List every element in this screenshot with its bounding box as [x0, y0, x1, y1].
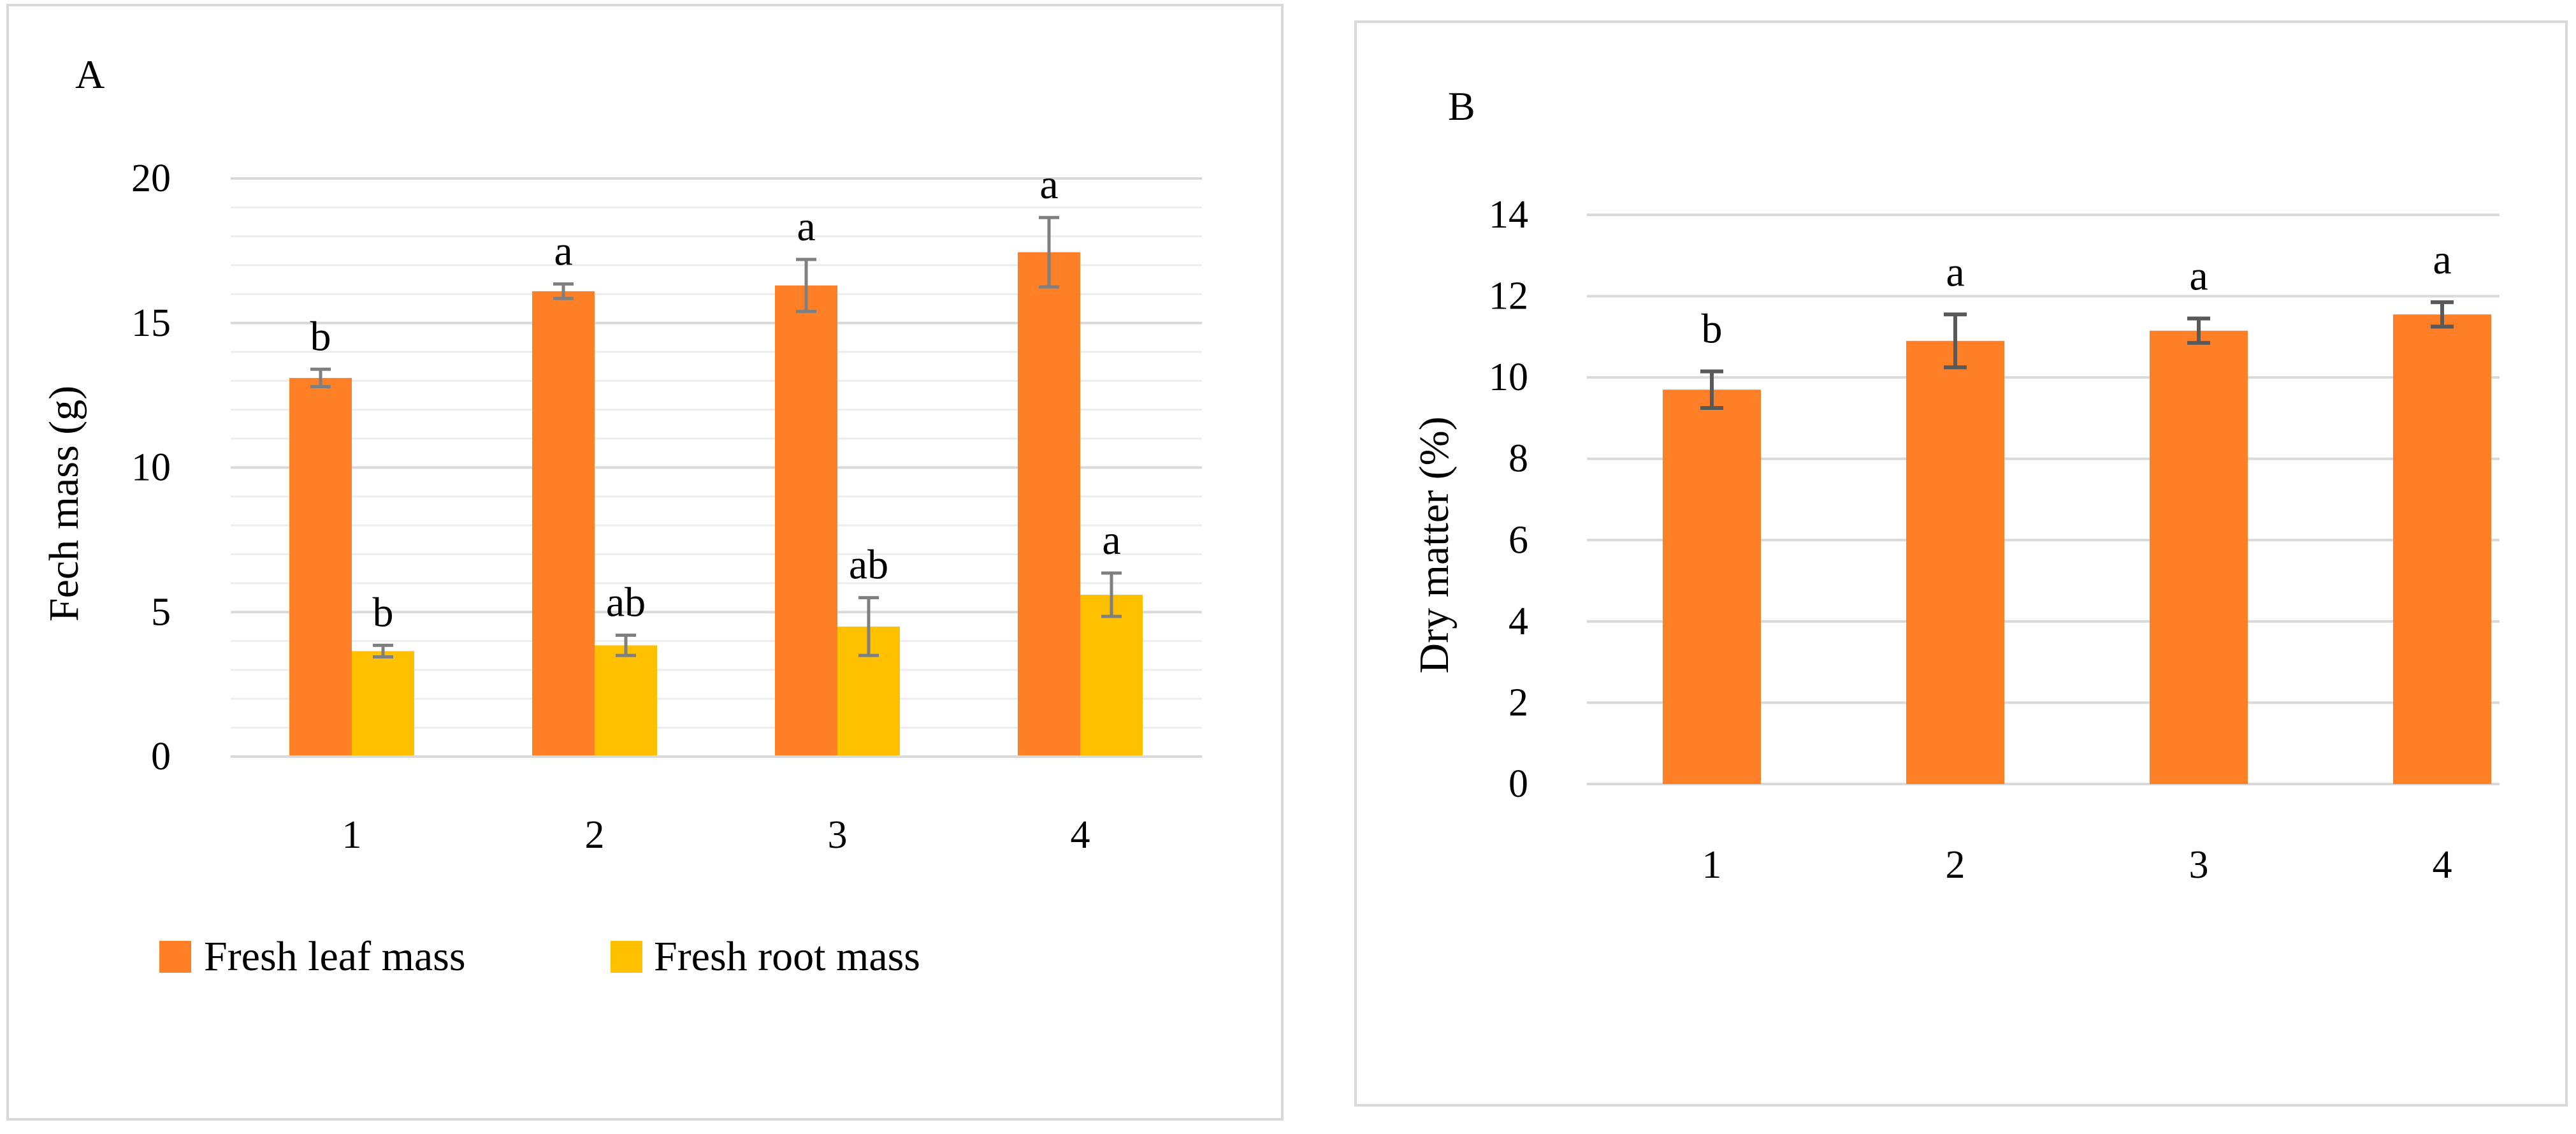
y-tick-label: 14: [1489, 193, 1528, 236]
bar: [352, 651, 414, 757]
x-tick-label: 4: [2433, 843, 2452, 887]
x-tick-label: 3: [828, 813, 848, 857]
significance-letter: a: [554, 228, 572, 275]
legend-label-leaf: Fresh leaf mass: [204, 933, 466, 980]
significance-letter: a: [2433, 236, 2451, 283]
legend-label-root: Fresh root mass: [654, 933, 920, 980]
legend-swatch-leaf: [159, 941, 191, 973]
y-tick-label: 12: [1489, 275, 1528, 318]
significance-letter: b: [1702, 306, 1723, 353]
panel-a-legend: Fresh leaf mass Fresh root mass: [159, 933, 920, 980]
bar: [532, 291, 595, 757]
panel-a-y-ticks: 0 5 10 15 20: [131, 157, 171, 778]
bar: [1663, 389, 1761, 784]
significance-letter: a: [2189, 253, 2208, 300]
panel-a-letter: A: [75, 52, 105, 97]
bar: [1018, 252, 1080, 757]
y-tick-label: 2: [1509, 681, 1528, 724]
panel-a-y-axis-label: Fech mass (g): [41, 386, 87, 622]
bar: [2150, 330, 2248, 784]
legend-swatch-root: [611, 941, 642, 973]
panel-a-frame: [6, 4, 1284, 1121]
significance-letter: a: [1946, 249, 1964, 295]
y-tick-label: 0: [151, 735, 171, 778]
bar: [2393, 314, 2491, 784]
bar: [775, 285, 837, 757]
y-tick-label: 20: [131, 157, 171, 200]
panel-a-x-ticks: 1 2 3 4: [342, 813, 1090, 857]
x-tick-label: 1: [342, 813, 362, 857]
x-tick-label: 3: [2189, 843, 2209, 887]
bar: [1080, 595, 1143, 757]
bar: [595, 645, 657, 757]
significance-letter: a: [1039, 161, 1058, 208]
panel-b-y-ticks: 0 2 4 6 8 10 12 14: [1489, 193, 1528, 806]
significance-letter: ab: [849, 542, 888, 588]
y-tick-label: 6: [1509, 518, 1528, 562]
bar: [1906, 340, 2004, 784]
significance-letter: a: [797, 203, 815, 250]
significance-letter: ab: [606, 579, 646, 626]
x-tick-label: 2: [585, 813, 605, 857]
x-tick-label: 4: [1071, 813, 1090, 857]
y-tick-label: 10: [1489, 356, 1528, 399]
panel-b-bars: b a a a: [1663, 236, 2491, 784]
significance-letter: a: [1102, 517, 1120, 563]
y-tick-label: 4: [1509, 600, 1528, 643]
panel-a-bars: b b a ab a ab a a: [289, 161, 1143, 757]
panel-b-letter: B: [1448, 84, 1475, 129]
y-tick-label: 15: [131, 302, 171, 345]
significance-letter: b: [310, 313, 331, 360]
significance-letter: b: [373, 589, 394, 636]
y-tick-label: 0: [1509, 762, 1528, 806]
panel-b-y-axis-label: Dry matter (%): [1411, 416, 1458, 673]
x-tick-label: 1: [1702, 843, 1722, 887]
x-tick-label: 2: [1946, 843, 1965, 887]
bar: [289, 377, 352, 757]
y-tick-label: 10: [131, 446, 171, 490]
y-tick-label: 8: [1509, 437, 1528, 481]
y-tick-label: 5: [151, 590, 171, 634]
panel-b-x-ticks: 1 2 3 4: [1702, 843, 2452, 887]
